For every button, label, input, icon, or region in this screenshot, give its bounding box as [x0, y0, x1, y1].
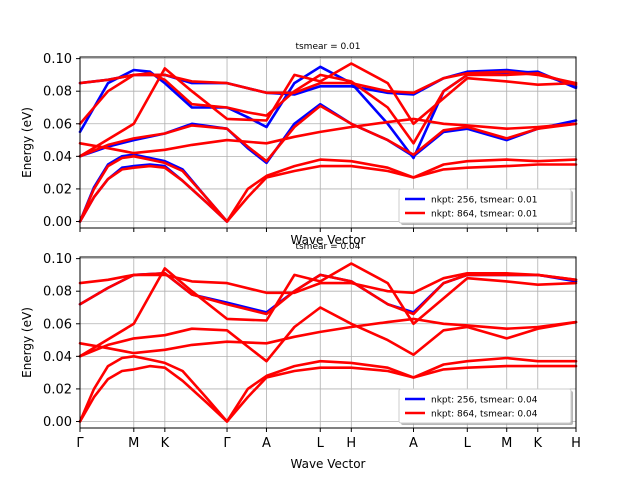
series-1-band-3 [78, 117, 578, 155]
legend: nkpt: 256, tsmear: 0.01 nkpt: 864, tsmear… [398, 188, 573, 225]
plot-frame [79, 256, 577, 429]
series-1-band-3 [78, 317, 578, 355]
series-1-band-0 [78, 163, 578, 223]
xtick-label-8: L [464, 436, 472, 451]
x-axis-label: Wave Vector [291, 233, 366, 247]
legend: nkpt: 256, tsmear: 0.04 nkpt: 864, tsmear… [398, 388, 573, 425]
ytick-label-0: 0.00 [43, 415, 72, 430]
xtick-label-11: H [571, 436, 581, 451]
ytick-label-5: 0.10 [43, 252, 72, 267]
series-1-band-5 [78, 70, 578, 95]
ytick-label-4: 0.08 [43, 85, 72, 100]
xtick-label-5: L [317, 436, 325, 451]
series-1-band-4 [78, 72, 578, 145]
legend-entry-1: nkpt: 864, tsmear: 0.04 [431, 410, 538, 420]
series-1-band-6 [78, 62, 578, 158]
xtick-label-10: K [534, 436, 543, 451]
panel-0: 0.00 0.02 0.04 0.06 0.08 0.10 tsmear = 0.01 Wav… [20, 42, 578, 247]
series-1-band-6 [78, 262, 578, 358]
chart-title: tsmear = 0.01 [295, 42, 360, 52]
series-1-band-2 [78, 306, 578, 363]
series-1-band-2 [78, 104, 578, 163]
ytick-label-3: 0.06 [43, 317, 72, 332]
ytick-label-5: 0.10 [43, 52, 72, 67]
x-axis-label: Wave Vector [291, 457, 366, 471]
ytick-label-1: 0.02 [43, 382, 72, 397]
xtick-label-9: M [501, 436, 512, 451]
ytick-label-2: 0.04 [43, 350, 72, 365]
legend-entry-0: nkpt: 256, tsmear: 0.01 [431, 196, 537, 206]
xtick-label-4: A [262, 436, 271, 451]
legend-box [398, 388, 572, 424]
chart-title: tsmear = 0.04 [295, 242, 360, 252]
xtick-label-0: Γ [76, 436, 84, 451]
series-1-band-1 [78, 355, 578, 423]
xtick-label-2: K [161, 436, 170, 451]
ytick-label-4: 0.08 [43, 285, 72, 300]
xtick-label-1: M [128, 436, 139, 451]
ytick-label-1: 0.02 [43, 182, 72, 197]
xtick-label-7: A [409, 436, 418, 451]
y-axis-label: Energy (eV) [20, 307, 34, 378]
legend-entry-0: nkpt: 256, tsmear: 0.04 [431, 396, 538, 406]
panel-1: 0.00 0.02 0.04 0.06 0.08 0.10 Γ M K Γ A L H A L M K Htsme… [20, 242, 581, 471]
plot-frame [79, 56, 577, 229]
series-1-band-1 [78, 155, 578, 223]
series-0-band-0 [78, 272, 578, 314]
ytick-label-3: 0.06 [43, 117, 72, 132]
xtick-label-6: H [346, 436, 356, 451]
series-1-band-5 [78, 272, 578, 295]
y-axis-label: Energy (eV) [20, 107, 34, 178]
xtick-label-3: Γ [223, 436, 231, 451]
ytick-label-0: 0.00 [43, 215, 72, 230]
series-0-band-2 [78, 102, 578, 165]
series-1-band-4 [78, 272, 578, 316]
legend-entry-1: nkpt: 864, tsmear: 0.01 [431, 210, 537, 220]
legend-box [398, 188, 572, 224]
series-1-band-0 [78, 364, 578, 423]
ytick-label-2: 0.04 [43, 150, 72, 165]
